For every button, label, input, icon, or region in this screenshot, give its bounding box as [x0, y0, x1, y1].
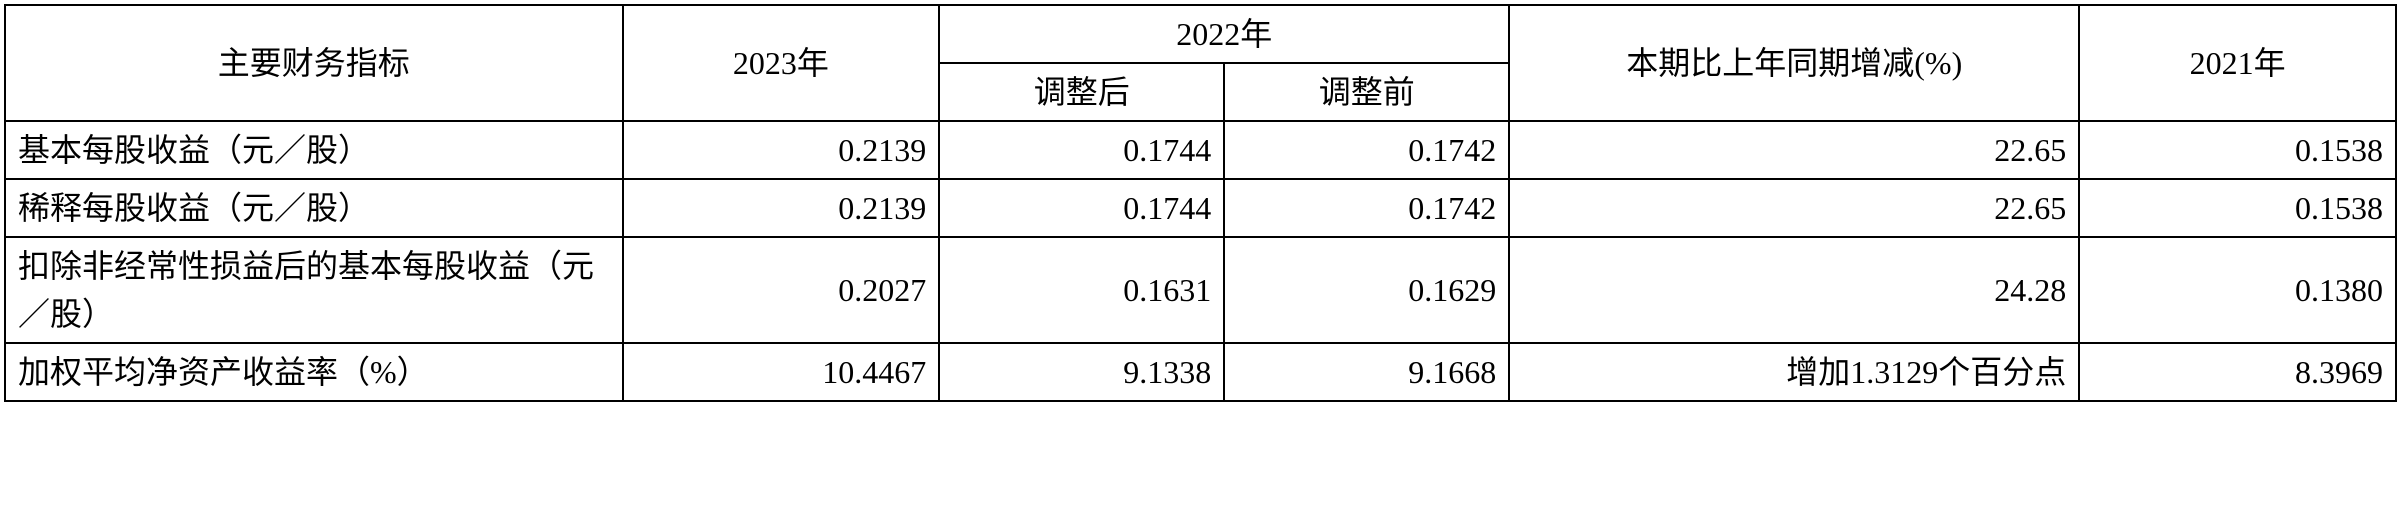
table-row: 加权平均净资产收益率（%） 10.4467 9.1338 9.1668 增加1.… — [5, 343, 2396, 401]
cell-2023: 0.2139 — [623, 121, 940, 179]
cell-2022-adjusted: 0.1744 — [939, 121, 1224, 179]
cell-2022-adjusted: 9.1338 — [939, 343, 1224, 401]
header-indicator: 主要财务指标 — [5, 5, 623, 121]
cell-2022-before: 0.1629 — [1224, 237, 1509, 343]
row-label: 稀释每股收益（元／股） — [5, 179, 623, 237]
header-2022-adjusted: 调整后 — [939, 63, 1224, 121]
cell-change: 22.65 — [1509, 121, 2079, 179]
header-2021: 2021年 — [2079, 5, 2396, 121]
cell-2021: 0.1380 — [2079, 237, 2396, 343]
cell-2023: 0.2139 — [623, 179, 940, 237]
cell-change: 22.65 — [1509, 179, 2079, 237]
cell-2023: 10.4467 — [623, 343, 940, 401]
row-label: 扣除非经常性损益后的基本每股收益（元／股） — [5, 237, 623, 343]
cell-2023: 0.2027 — [623, 237, 940, 343]
header-2023: 2023年 — [623, 5, 940, 121]
cell-change: 24.28 — [1509, 237, 2079, 343]
cell-change: 增加1.3129个百分点 — [1509, 343, 2079, 401]
cell-2022-before: 0.1742 — [1224, 121, 1509, 179]
cell-2021: 8.3969 — [2079, 343, 2396, 401]
cell-2022-before: 0.1742 — [1224, 179, 1509, 237]
header-change: 本期比上年同期增减(%) — [1509, 5, 2079, 121]
cell-2022-adjusted: 0.1744 — [939, 179, 1224, 237]
table-row: 扣除非经常性损益后的基本每股收益（元／股） 0.2027 0.1631 0.16… — [5, 237, 2396, 343]
cell-2021: 0.1538 — [2079, 179, 2396, 237]
table-header-row-1: 主要财务指标 2023年 2022年 本期比上年同期增减(%) 2021年 — [5, 5, 2396, 63]
row-label: 基本每股收益（元／股） — [5, 121, 623, 179]
cell-2022-before: 9.1668 — [1224, 343, 1509, 401]
financial-indicators-table: 主要财务指标 2023年 2022年 本期比上年同期增减(%) 2021年 调整… — [4, 4, 2397, 402]
header-2022-before: 调整前 — [1224, 63, 1509, 121]
cell-2021: 0.1538 — [2079, 121, 2396, 179]
header-2022: 2022年 — [939, 5, 1509, 63]
row-label: 加权平均净资产收益率（%） — [5, 343, 623, 401]
table-row: 基本每股收益（元／股） 0.2139 0.1744 0.1742 22.65 0… — [5, 121, 2396, 179]
table-row: 稀释每股收益（元／股） 0.2139 0.1744 0.1742 22.65 0… — [5, 179, 2396, 237]
cell-2022-adjusted: 0.1631 — [939, 237, 1224, 343]
